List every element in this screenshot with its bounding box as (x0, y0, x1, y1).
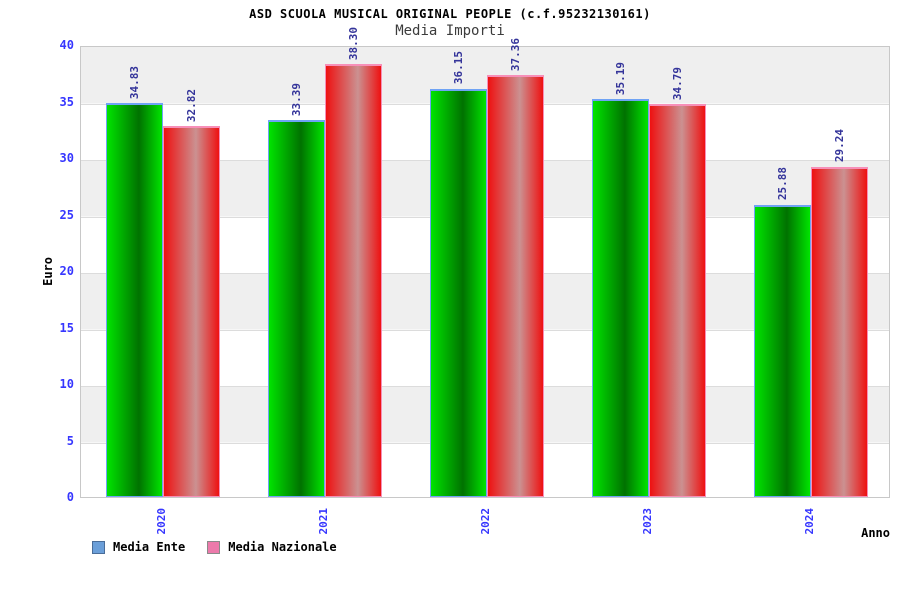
legend-swatch-media-nazionale-icon (207, 540, 221, 554)
y-tick-20: 20 (59, 264, 74, 278)
legend: Media Ente Media Nazionale (92, 540, 337, 554)
value-label-text: 34.83 (128, 66, 141, 100)
y-tick-40: 40 (59, 38, 74, 52)
plot-area: 34.83 32.82 33.39 38.30 36.15 37.36 35.19 34.79… (80, 27, 890, 498)
bar-media-ente-2021 (268, 119, 325, 497)
value-label-media-ente-2023: 35.19 (592, 62, 649, 95)
x-tick-2023: 2023 (566, 508, 728, 535)
value-label-media-nazionale-2023: 34.79 (649, 67, 706, 100)
value-label-text: 32.82 (185, 89, 198, 123)
legend-label-media-ente: Media Ente (113, 540, 186, 554)
value-label-text: 29.24 (833, 129, 846, 163)
y-tick-25: 25 (59, 207, 74, 222)
value-label-media-ente-2022: 36.15 (430, 51, 487, 84)
bar-media-nazionale-2021 (325, 64, 382, 497)
legend-item-media-ente: Media Ente (92, 540, 185, 554)
value-label-text: 38.30 (347, 27, 360, 61)
value-label-text: 37.36 (509, 37, 522, 71)
x-tick-2022: 2022 (404, 508, 566, 535)
chart-subtitle: Media Importi (395, 23, 505, 39)
y-tick-15: 15 (59, 320, 74, 335)
x-tick-text: 2020 (154, 508, 168, 535)
x-tick-2021: 2021 (242, 508, 404, 535)
bar-media-nazionale-2023 (649, 103, 706, 497)
y-tick-30: 30 (59, 151, 74, 165)
x-tick-2020: 2020 (80, 508, 242, 535)
y-tick-0: 0 (66, 490, 74, 504)
value-label-text: 33.39 (290, 82, 303, 116)
bar-media-ente-2023 (592, 99, 649, 497)
chart-title: ASD SCUOLA MUSICAL ORIGINAL PEOPLE (c.f.… (249, 7, 651, 21)
value-label-text: 25.88 (776, 167, 789, 201)
x-tick-text: 2023 (640, 508, 654, 535)
bar-media-ente-2020 (106, 103, 163, 497)
value-label-media-nazionale-2022: 37.36 (487, 38, 544, 71)
value-label-text: 34.79 (671, 66, 684, 100)
value-label-media-ente-2024: 25.88 (754, 167, 811, 200)
bar-media-nazionale-2024 (811, 166, 868, 497)
y-tick-10: 10 (59, 377, 74, 391)
x-axis-title: Anno (861, 526, 890, 540)
bar-media-nazionale-2020 (163, 126, 220, 497)
legend-swatch-media-ente-icon (92, 540, 105, 554)
value-label-text: 36.15 (452, 51, 465, 85)
value-label-media-nazionale-2024: 29.24 (811, 129, 868, 162)
legend-item-media-nazionale: Media Nazionale (207, 540, 337, 554)
value-label-text: 35.19 (614, 62, 627, 96)
bar-media-ente-2024 (754, 204, 811, 497)
value-label-media-ente-2020: 34.83 (106, 66, 163, 99)
y-tick-5: 5 (66, 433, 74, 448)
value-label-media-nazionale-2021: 38.30 (325, 27, 382, 60)
legend-label-media-nazionale: Media Nazionale (228, 540, 337, 554)
x-tick-text: 2024 (802, 508, 816, 535)
y-tick-35: 35 (59, 94, 74, 109)
bar-media-ente-2022 (430, 88, 487, 497)
x-tick-text: 2021 (316, 508, 330, 535)
value-label-media-ente-2021: 33.39 (268, 83, 325, 116)
bar-media-nazionale-2022 (487, 74, 544, 497)
value-label-media-nazionale-2020: 32.82 (163, 89, 220, 122)
x-tick-2024: 2024 (728, 508, 890, 535)
x-tick-text: 2022 (478, 508, 492, 535)
